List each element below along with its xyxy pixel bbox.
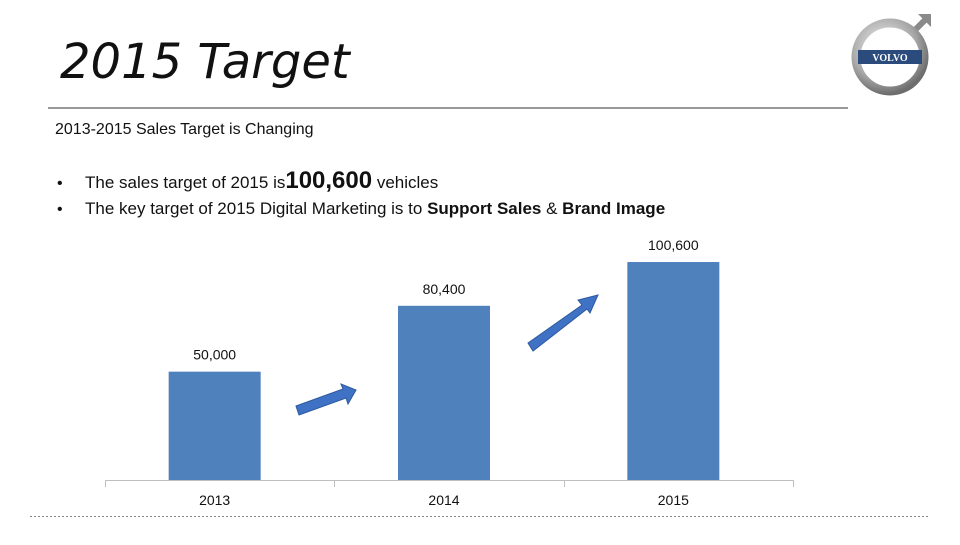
- trend-arrows: [295, 294, 599, 416]
- bullet-text: &: [541, 199, 562, 218]
- x-tick-label: 2014: [428, 492, 459, 508]
- bullet-highlight: 100,600: [285, 167, 372, 194]
- x-tick-label: 2015: [658, 492, 689, 508]
- slide-title: 2015 Target: [60, 34, 352, 90]
- x-axis: [105, 480, 794, 487]
- bullet-dot: •: [57, 175, 63, 192]
- data-label: 80,400: [423, 281, 466, 297]
- bullet-highlight: Brand Image: [562, 199, 665, 218]
- bar: [168, 371, 261, 480]
- bullet: The sales target of 2015 is100,600 vehic…: [85, 167, 438, 194]
- bullet-text: The key target of 2015 Digital Marketing…: [85, 199, 427, 218]
- bullet-text: vehicles: [372, 173, 438, 192]
- logo: VOLVO: [851, 14, 931, 96]
- data-label: 50,000: [193, 347, 236, 363]
- bullet-dot: •: [57, 201, 63, 218]
- bullet: The key target of 2015 Digital Marketing…: [85, 199, 665, 218]
- bullet-text: The sales target of 2015 is: [85, 173, 285, 192]
- logo-text: VOLVO: [872, 53, 908, 64]
- bar: [398, 305, 490, 480]
- bullet-highlight: Support Sales: [427, 199, 541, 218]
- data-label: 100,600: [648, 237, 699, 253]
- subtitle: 2013-2015 Sales Target is Changing: [55, 121, 314, 138]
- bar: [627, 262, 720, 480]
- x-tick-label: 2013: [199, 492, 230, 508]
